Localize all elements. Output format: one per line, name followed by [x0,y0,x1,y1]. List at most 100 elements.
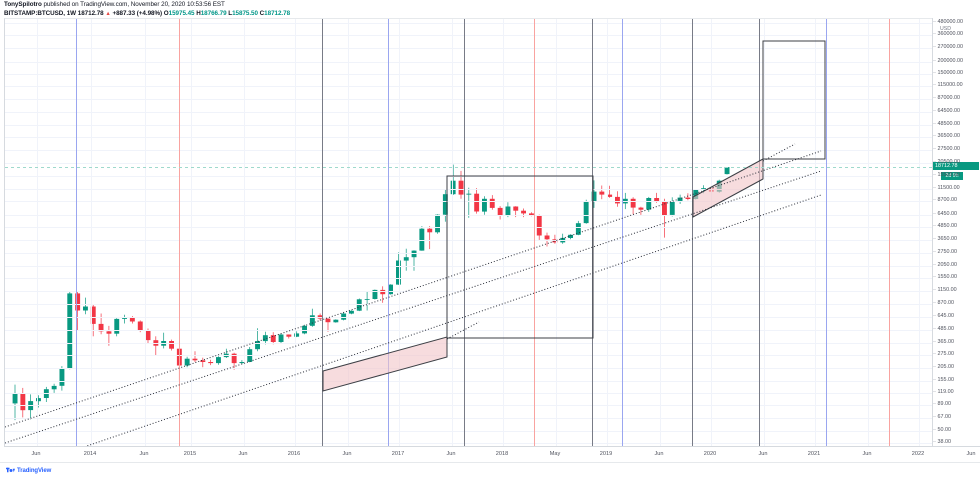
horizontal-gridline [5,35,933,37]
breakout-marker-2017[interactable] [446,321,480,340]
vertical-gridline [244,19,245,447]
candle-body [575,223,581,235]
close-label: C [259,10,265,17]
candle-body [129,317,135,322]
vertical-gridline [919,19,920,447]
horizontal-gridline [5,252,933,254]
candle-body [388,284,393,295]
time-axis-tick: 2014 [83,451,97,457]
consolidation-zone-2016[interactable] [322,336,448,392]
price-axis-tick: –870.00 [933,299,954,306]
horizontal-gridline [5,265,933,267]
candle-body [615,196,620,204]
candle-body [583,202,589,224]
box-left-2021-grey-marker [758,19,760,447]
candle-body [145,330,151,341]
chart-plot-area[interactable] [4,18,933,447]
time-axis[interactable]: Jun 2014 Jun 2015 Jun 2016 Jun 2017 Jun 2018 May 20… [4,446,980,463]
price-axis-tick: –200000.00 [933,57,963,64]
upper-trendline[interactable] [5,150,822,428]
price-axis-tick: –11500.00 [933,184,960,191]
tradingview-mark-icon [6,467,15,473]
consolidation-zone-2020[interactable] [692,158,764,218]
candle-body [513,206,519,211]
low-value: 15875.50 [232,10,258,17]
candle-body [419,228,425,251]
vertical-gridline [660,19,661,447]
candle-body [505,206,511,216]
vertical-gridline [295,19,296,447]
candle-body [36,398,41,402]
candle-body [294,333,300,337]
price-axis-tick: –1550.00 [933,274,957,281]
lower-trendline[interactable] [5,194,822,447]
cycle-top-red-marker [888,19,890,447]
breakout-marker-2020[interactable] [762,143,796,162]
price-axis-tick: –48500.00 [933,120,960,127]
vertical-gridline [764,19,765,447]
candle-body [90,306,96,324]
horizontal-gridline [5,227,933,229]
horizontal-gridline [5,124,933,126]
measured-move-box-2017[interactable] [446,175,594,339]
time-axis-tick: Jun [139,451,149,457]
change-percent: (+4.98%) [136,10,163,17]
candle-body [262,335,268,342]
price-axis-tick: –3650.00 [933,235,957,242]
horizontal-gridline [5,443,933,445]
candle-body [630,198,636,208]
open-label: O [163,10,169,17]
candle-body [724,167,730,175]
candle-body [482,198,487,212]
candle-body [12,393,18,404]
horizontal-gridline [5,86,933,88]
horizontal-gridline [5,431,933,433]
symbol-label[interactable]: BITSTAMP:BTCUSD, [4,10,65,17]
halving-2012-blue-marker [75,19,77,447]
symbol-quote-line: BITSTAMP:BTCUSD, 1W 18712.78 ▲ +887.33 (… [4,10,644,19]
candle-body [466,193,472,195]
time-axis-tick: 2021 [807,451,821,457]
candle-body [693,189,699,199]
price-axis-tick: –205.00 [933,364,954,371]
close-value: 18712.78 [264,10,291,17]
price-axis[interactable]: USD 18712.78 2d 9h –480000.00 –360000.00 –… [932,18,980,446]
horizontal-gridline [5,163,933,165]
tradingview-logo[interactable]: TradingView [6,467,51,475]
candle-body [638,207,644,210]
candle-body [599,191,605,195]
candle-body [309,315,315,326]
box-left-2016-grey-marker [322,19,324,447]
vertical-gridline [191,19,192,447]
horizontal-gridline [5,74,933,76]
price-axis-tick: –485.00 [933,325,954,332]
time-axis-tick: Jun [238,451,248,457]
candle-body [75,293,81,311]
projection-box-2021[interactable] [762,40,826,160]
top-2017-grey-marker [591,19,593,447]
interval-label[interactable]: 1W [66,10,77,17]
candle-body [83,306,88,311]
candle-body [114,318,120,334]
horizontal-gridline [5,112,933,113]
zone-left-2020-grey-marker [691,19,693,447]
candle-body [59,368,65,386]
bear-low-2015-red-marker [178,19,180,447]
horizontal-gridline [5,418,933,420]
vertical-gridline [607,19,608,447]
vertical-gridline [711,19,712,447]
candle-body [646,198,652,210]
price-axis-tick: –275.00 [933,351,954,358]
time-axis-tick: Jun [446,451,456,457]
time-axis-tick: 2016 [287,451,301,457]
candle-body [184,358,190,366]
bar-countdown-badge: 2d 9h [941,171,963,180]
high-value: 18766.79 [200,10,227,17]
time-axis-tick: 2019 [599,451,613,457]
price-axis-tick: –2050.00 [933,261,957,268]
candle-body [137,321,143,331]
candle-body [622,198,628,204]
published-datetime: November 20, 2020 10:53:56 EST [130,1,225,8]
candle-body [450,180,456,195]
